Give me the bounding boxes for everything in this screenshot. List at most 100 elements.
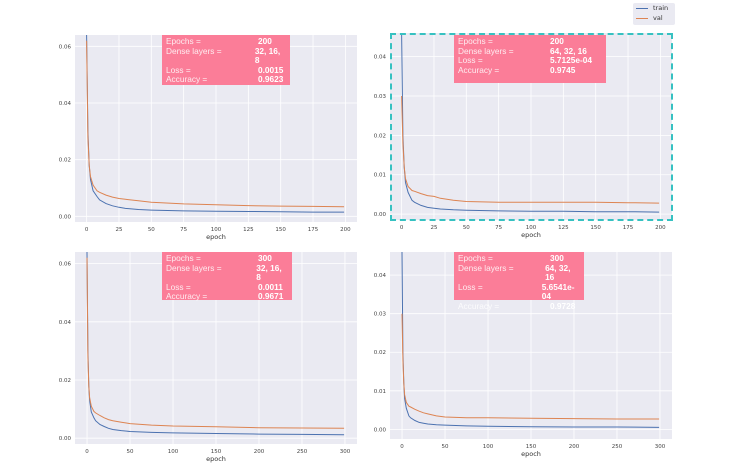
info-row-dense: Dense layers = 32, 16, 8 — [166, 262, 288, 283]
x-tick-label: 150 — [590, 225, 601, 231]
info-label: Dense layers = — [166, 45, 222, 56]
y-tick-label: 0.02 — [59, 378, 71, 384]
x-tick-label: 300 — [655, 444, 666, 450]
info-label: Dense layers = — [166, 262, 222, 273]
info-label: Loss = — [458, 281, 483, 292]
series-train-line — [401, 251, 660, 428]
x-tick-label: 125 — [243, 227, 254, 233]
x-tick-label: 100 — [211, 227, 222, 233]
x-axis-label: epoch — [206, 455, 226, 463]
info-value: 64, 32, 16 — [545, 262, 571, 283]
info-label: Loss = — [166, 281, 191, 292]
x-tick-label: 200 — [340, 227, 351, 233]
info-label: Loss = — [458, 55, 483, 66]
y-tick-label: 0.01 — [374, 389, 386, 395]
x-tick-label: 25 — [430, 225, 437, 231]
x-tick-label: 0 — [85, 227, 89, 233]
series-val-line — [86, 40, 345, 208]
info-label: Accuracy = — [166, 74, 208, 85]
info-value: 32, 16, 8 — [256, 262, 282, 283]
info-value: 64, 32, 16 — [550, 45, 587, 56]
x-tick-label: 150 — [275, 227, 286, 233]
info-label: Accuracy = — [166, 291, 208, 302]
x-tick-label: 75 — [495, 225, 502, 231]
highlight-frame — [390, 33, 673, 221]
info-value: 5.6541e-04 — [541, 281, 575, 302]
info-value: 0.9623 — [258, 74, 284, 85]
info-row-loss: Loss = 5.6541e-04 — [458, 281, 580, 302]
info-label: Epochs = — [458, 253, 493, 263]
legend-val-label: val — [653, 14, 663, 22]
x-tick-label: 200 — [655, 225, 666, 231]
info-row-loss: Loss = 5.7125e-04 — [458, 56, 602, 66]
x-tick-label: 100 — [526, 225, 537, 231]
legend-val: val — [633, 13, 675, 23]
series-train-line — [86, 34, 345, 213]
info-value: 0.0015 — [258, 64, 284, 75]
series-train-line — [401, 32, 660, 213]
series-val-line — [401, 313, 660, 420]
y-tick-label: 0.04 — [374, 273, 387, 279]
info-value: 0.9728 — [550, 300, 576, 311]
x-tick-label: 200 — [569, 444, 580, 450]
x-tick-label: 50 — [463, 225, 470, 231]
y-tick-label: 0.03 — [374, 94, 387, 100]
info-row-acc: Accuracy = 0.9623 — [166, 75, 286, 85]
x-tick-label: 100 — [168, 449, 179, 455]
x-axis-label: epoch — [206, 233, 226, 241]
y-tick-label: 0.04 — [374, 55, 387, 61]
x-tick-label: 150 — [526, 444, 537, 450]
series-train-line — [86, 251, 345, 436]
x-tick-label: 0 — [85, 449, 89, 455]
x-tick-label: 175 — [623, 225, 634, 231]
info-row-acc: Accuracy = 0.9745 — [458, 64, 602, 76]
x-tick-label: 50 — [148, 227, 155, 233]
info-value: 300 — [258, 253, 272, 263]
x-axis-label: epoch — [521, 231, 541, 239]
series-val-line — [401, 95, 660, 204]
info-label: Epochs = — [166, 36, 201, 46]
x-axis-label: epoch — [521, 450, 541, 458]
y-tick-label: 0.00 — [374, 427, 387, 433]
info-box: Epochs = 200 Dense layers = 32, 16, 8 Loss =… — [162, 35, 290, 85]
info-row-loss: Loss = 0.0011 — [166, 281, 288, 293]
info-value: 200 — [258, 36, 272, 46]
info-row-acc: Accuracy = 0.9671 — [166, 292, 288, 302]
info-value: 200 — [550, 36, 564, 46]
x-tick-label: 0 — [400, 225, 404, 231]
info-row-epochs: Epochs = 300 — [458, 253, 580, 264]
info-label: Accuracy = — [458, 300, 500, 311]
legend-train: train — [633, 3, 675, 13]
info-label: Accuracy = — [458, 64, 500, 75]
x-tick-label: 50 — [127, 449, 134, 455]
y-tick-label: 0.00 — [59, 214, 72, 220]
info-label: Epochs = — [166, 253, 201, 263]
y-tick-label: 0.01 — [374, 173, 386, 179]
y-tick-label: 0.00 — [374, 212, 387, 218]
y-tick-label: 0.02 — [374, 133, 386, 139]
info-row-loss: Loss = 0.0015 — [166, 64, 286, 76]
x-tick-label: 200 — [254, 449, 265, 455]
info-row-epochs: Epochs = 300 — [166, 253, 288, 264]
info-value: 0.0011 — [258, 281, 283, 292]
info-value: 5.7125e-04 — [550, 55, 592, 66]
y-tick-label: 0.02 — [374, 350, 386, 356]
y-tick-label: 0.03 — [374, 312, 387, 318]
info-row-epochs: Epochs = 200 — [458, 36, 602, 47]
info-box: Epochs = 200 Dense layers = 64, 32, 16 Loss … — [454, 35, 606, 83]
info-label: Loss = — [166, 64, 191, 75]
info-row-acc: Accuracy = 0.9728 — [458, 300, 580, 312]
legend-train-label: train — [653, 4, 669, 12]
y-tick-label: 0.06 — [59, 44, 72, 50]
x-tick-label: 125 — [558, 225, 569, 231]
y-tick-label: 0.04 — [59, 101, 72, 107]
info-box: Epochs = 300 Dense layers = 64, 32, 16 Loss … — [454, 252, 584, 311]
x-tick-label: 175 — [308, 227, 319, 233]
x-tick-label: 250 — [297, 449, 308, 455]
x-tick-label: 150 — [211, 449, 222, 455]
info-label: Epochs = — [458, 36, 493, 46]
x-tick-label: 250 — [612, 444, 623, 450]
info-label: Dense layers = — [458, 45, 514, 56]
info-value: 32, 16, 8 — [254, 45, 281, 66]
